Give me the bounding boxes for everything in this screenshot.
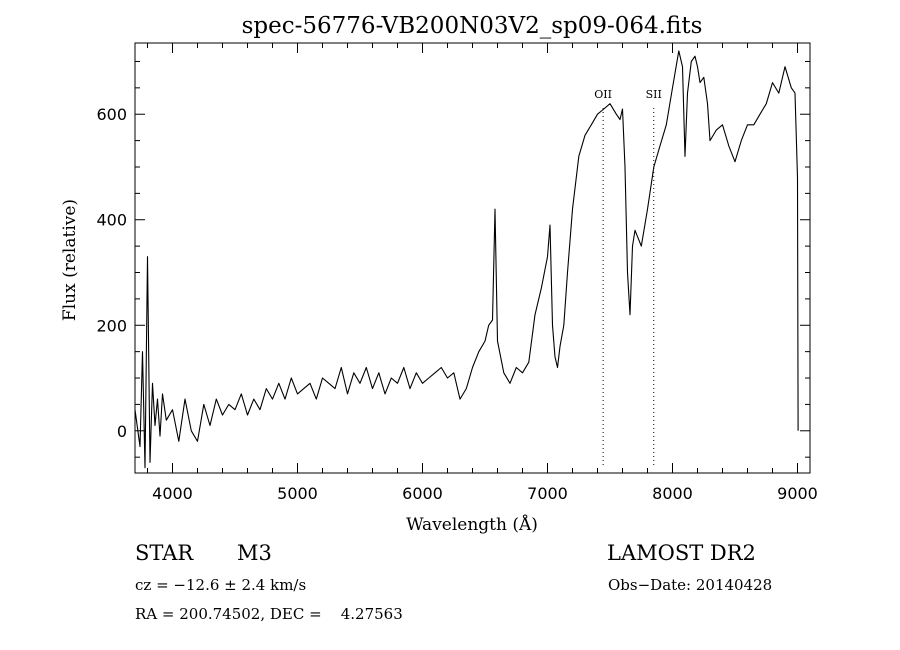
y-tick-label: 200 bbox=[96, 316, 127, 335]
x-tick-label: 9000 bbox=[777, 484, 818, 503]
x-tick-label: 8000 bbox=[652, 484, 693, 503]
x-tick-label: 6000 bbox=[402, 484, 443, 503]
chart-title: spec-56776-VB200N03V2_sp09-064.fits bbox=[242, 13, 703, 39]
spectrum-line bbox=[134, 50, 799, 469]
x-tick-label: 4000 bbox=[152, 484, 193, 503]
x-tick-label: 7000 bbox=[527, 484, 568, 503]
y-tick-label: 400 bbox=[96, 211, 127, 230]
y-axis-label: Flux (relative) bbox=[60, 199, 80, 321]
line-marker-label: SII bbox=[646, 88, 662, 101]
x-axis-label: Wavelength (Å) bbox=[406, 514, 538, 535]
observation-date: Obs−Date: 20140428 bbox=[608, 576, 773, 594]
y-tick-label: 600 bbox=[96, 105, 127, 124]
redshift-cz: cz = −12.6 ± 2.4 km/s bbox=[135, 576, 307, 594]
object-subclass: M3 bbox=[237, 541, 272, 565]
y-tick-label: 0 bbox=[117, 422, 127, 441]
survey-name: LAMOST DR2 bbox=[607, 541, 756, 565]
line-marker-label: OII bbox=[594, 88, 612, 101]
sky-coordinates: RA = 200.74502, DEC = 4.27563 bbox=[135, 605, 403, 623]
plot-frame bbox=[134, 42, 811, 474]
x-tick-label: 5000 bbox=[277, 484, 318, 503]
object-type: STAR bbox=[135, 541, 194, 565]
